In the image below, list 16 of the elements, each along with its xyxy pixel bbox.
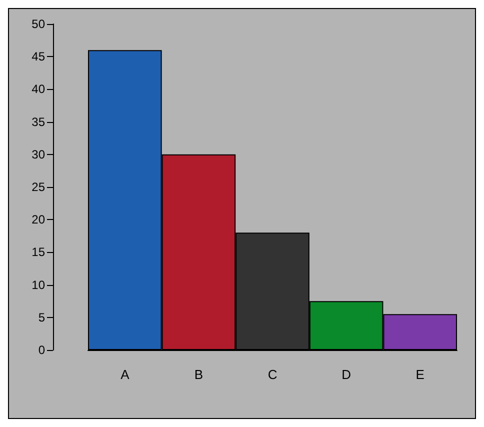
- y-tick-label: 0: [38, 343, 46, 357]
- y-tick-label: 50: [32, 17, 46, 31]
- y-tick-label: 30: [32, 147, 46, 162]
- y-tick-label: 35: [32, 114, 46, 129]
- x-tick-label: D: [342, 367, 351, 382]
- y-tick-label: 45: [32, 50, 46, 64]
- y-tick-label: 20: [32, 212, 46, 227]
- y-tick-label: 25: [32, 180, 46, 194]
- x-tick-label: B: [194, 367, 204, 382]
- x-tick-label: E: [416, 367, 425, 382]
- y-tick-label: 5: [38, 310, 46, 324]
- y-tick-label: 15: [32, 245, 46, 260]
- x-tick-label: C: [268, 367, 278, 382]
- y-tick-label: 10: [32, 278, 46, 292]
- x-tick-label: A: [120, 367, 130, 382]
- y-tick-label: 40: [32, 82, 46, 96]
